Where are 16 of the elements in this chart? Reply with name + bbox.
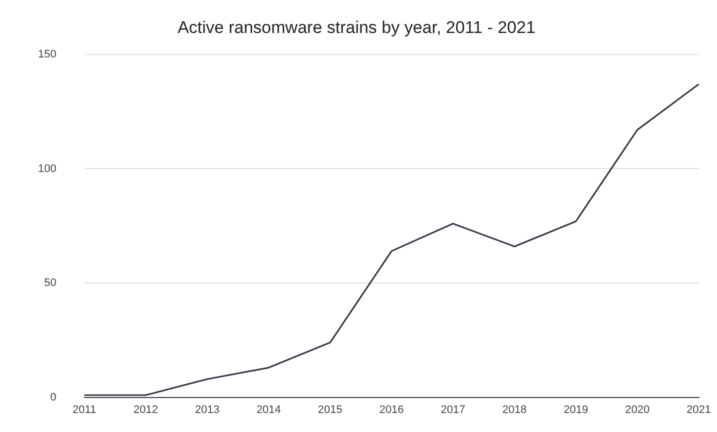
- x-tick-label: 2021: [686, 404, 712, 416]
- y-tick-label: 100: [38, 162, 56, 175]
- x-tick-label: 2013: [194, 404, 220, 416]
- x-tick-label: 2012: [134, 404, 158, 416]
- y-tick-label: 0: [50, 391, 56, 404]
- chart-title: Active ransomware strains by year, 2011 - 2021: [178, 18, 536, 37]
- x-tick-label: 2011: [72, 404, 96, 416]
- x-tick-label: 2014: [256, 404, 281, 416]
- x-tick-label: 2018: [502, 404, 527, 416]
- x-tick-label: 2017: [440, 404, 466, 416]
- x-tick-label: 2016: [379, 404, 404, 416]
- y-tick-label: 150: [38, 48, 56, 60]
- x-tick-label: 2020: [625, 404, 650, 416]
- y-tick-label: 50: [44, 277, 56, 290]
- x-tick-label: 2015: [318, 404, 342, 416]
- x-tick-label: 2019: [564, 404, 588, 416]
